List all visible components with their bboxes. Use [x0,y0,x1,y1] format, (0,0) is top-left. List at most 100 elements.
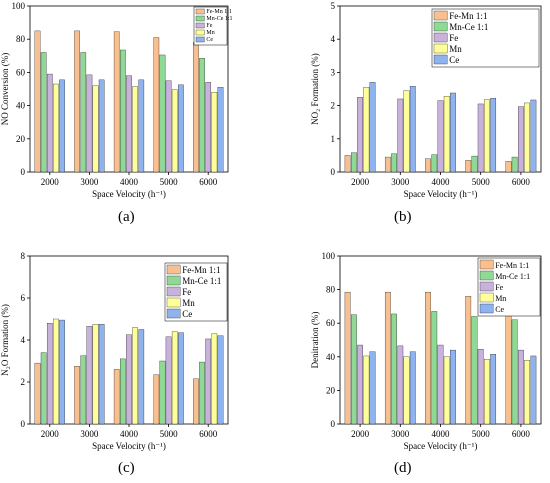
legend-swatch [166,275,181,286]
bar [80,52,87,173]
y-tick-label: 40 [326,352,336,362]
bar [113,369,120,425]
legend-swatch [166,286,181,297]
bar [178,332,184,425]
bar [205,82,212,173]
bar [34,30,41,173]
chart-panel-b: 0 1 2 3 4 5 2000 3000 4000 5000 6000 Space Velocity… [310,1,542,199]
bar [443,356,450,425]
x-axis-label: Space Velocity (h⁻¹) [92,441,166,451]
y-axis-label: N₂O Formation (%) [0,304,10,376]
bar [518,106,524,173]
x-tick-label: 6000 [199,429,218,439]
legend-label: Mn [182,298,195,308]
bar [357,97,363,173]
x-tick-label: 3000 [391,429,410,439]
bar [409,86,416,173]
x-tick-label: 5000 [160,429,179,439]
x-tick-label: 2000 [41,429,60,439]
y-tick-label: 60 [16,67,26,77]
bar [80,355,87,425]
bar [344,291,351,425]
legend-label: Ce [449,55,459,65]
panel-label-b: (b) [394,209,412,225]
bar [403,90,410,173]
bar [126,75,132,173]
bar [211,92,218,173]
bar [471,316,478,425]
bar [530,99,537,173]
bar [431,311,438,425]
panel-label-d: (d) [394,460,412,476]
legend-label: Mn [449,44,462,54]
bar [178,84,184,173]
bar [53,318,59,425]
bar [431,154,438,173]
legend-label: Fe-Mn 1:1 [206,9,232,15]
y-tick-label: 2 [21,377,26,387]
bar [369,351,376,425]
bar [193,42,199,173]
bar [511,319,518,425]
y-tick-label: 8 [21,251,26,261]
bar [524,360,530,425]
bar [59,319,65,425]
bar [34,362,41,425]
y-tick-label: 6 [21,293,26,303]
legend-label: Ce [495,305,504,314]
bar [46,73,53,173]
bar [530,355,537,425]
y-tick-label: 5 [331,1,336,11]
x-tick-label: 3000 [80,429,99,439]
legend-label: Mn-Ce 1:1 [182,276,221,286]
legend-box [431,8,540,68]
bar [363,355,370,425]
y-tick-label: 0 [21,419,26,429]
legend-swatch [166,308,181,319]
chart-panel-a: 0 20 40 60 80 100 2000 3000 4000 5000 6000 Space Ve… [0,1,233,199]
legend-swatch [479,292,494,303]
bar [153,37,160,173]
bar [205,338,212,425]
panel-label-a: (a) [118,209,135,225]
y-tick-label: 4 [331,34,336,44]
legend-swatch [479,303,494,314]
legend-swatch [195,22,205,29]
bar [92,85,99,173]
chart-panel-d: 0 20 40 60 80 100 2000 3000 4000 5000 6000 Space Ve… [310,251,542,451]
bar [437,344,444,425]
x-axis-label: Space Velocity (h⁻¹) [404,441,478,451]
x-tick-label: 2000 [41,177,60,187]
bar [86,326,93,425]
x-axis-label: Space Velocity (h⁻¹) [92,189,166,199]
x-tick-label: 4000 [120,429,139,439]
bar [217,335,224,425]
bar [217,87,224,173]
legend-swatch [433,21,448,32]
y-tick-label: 80 [16,34,26,44]
bar [211,333,218,425]
legend-label: Mn [206,30,214,36]
y-tick-label: 100 [322,251,336,261]
legend-swatch [479,281,494,292]
y-tick-label: 0 [21,167,26,177]
x-tick-label: 6000 [512,429,531,439]
bar [53,83,59,173]
legend-swatch [479,259,494,270]
bar [409,351,416,425]
y-tick-label: 2 [331,101,336,111]
legend-swatch [166,297,181,308]
bar [86,74,93,173]
bar [505,161,512,173]
x-tick-label: 6000 [199,177,218,187]
bar [351,152,357,173]
bar [511,156,518,173]
bar [98,324,105,425]
bar [59,79,65,173]
bar [74,30,80,173]
bar [391,313,397,425]
legend-label: Mn-Ce 1:1 [449,22,488,32]
bar [524,102,530,173]
legend-label: Ce [182,309,192,319]
bar [384,291,391,425]
